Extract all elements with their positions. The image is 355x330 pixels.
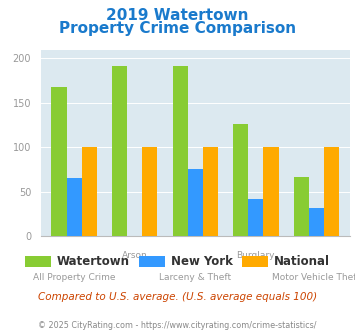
Text: 2019 Watertown: 2019 Watertown (106, 8, 249, 23)
Bar (248, 199, 263, 236)
Text: Arson: Arson (122, 251, 148, 260)
Bar (263, 147, 279, 236)
Bar (142, 147, 157, 236)
Bar (188, 169, 203, 236)
Text: Larceny & Theft: Larceny & Theft (159, 273, 231, 282)
Text: Motor Vehicle Theft: Motor Vehicle Theft (272, 273, 355, 282)
Bar (203, 147, 218, 236)
Text: Compared to U.S. average. (U.S. average equals 100): Compared to U.S. average. (U.S. average … (38, 292, 317, 302)
Bar (309, 209, 324, 236)
Bar (67, 178, 82, 236)
Bar (233, 124, 248, 236)
Text: Burglary: Burglary (236, 251, 275, 260)
Bar (324, 147, 339, 236)
Bar (112, 66, 127, 236)
Text: Property Crime Comparison: Property Crime Comparison (59, 21, 296, 36)
Text: © 2025 CityRating.com - https://www.cityrating.com/crime-statistics/: © 2025 CityRating.com - https://www.city… (38, 321, 317, 330)
Legend: Watertown, New York, National: Watertown, New York, National (20, 250, 335, 273)
Bar (173, 66, 188, 236)
Text: All Property Crime: All Property Crime (33, 273, 115, 282)
Bar (82, 147, 97, 236)
Bar (51, 87, 67, 236)
Bar (294, 177, 309, 236)
